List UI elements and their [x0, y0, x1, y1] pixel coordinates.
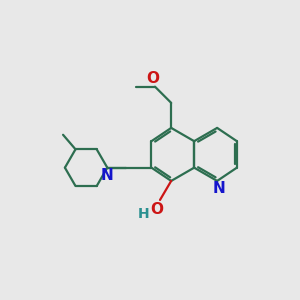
Text: O: O [146, 71, 159, 86]
Text: O: O [150, 202, 163, 217]
Text: N: N [213, 181, 226, 196]
Text: H: H [138, 207, 150, 221]
Text: N: N [101, 168, 114, 183]
